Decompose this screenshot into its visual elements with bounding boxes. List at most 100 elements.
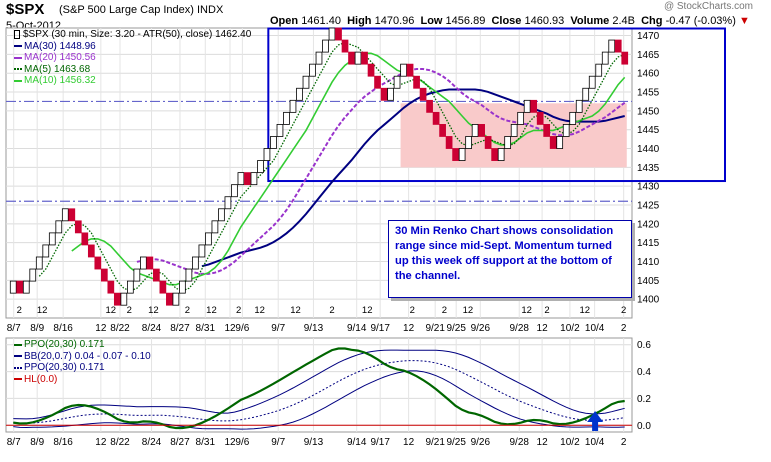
ind-x-tick-label: 9/25 [446, 437, 466, 448]
renko-brick-up [126, 280, 134, 294]
x-tick-label: 9/6 [235, 323, 249, 334]
x-tick-label-top: 2 [410, 305, 415, 316]
x-tick-label: 12 [95, 323, 107, 334]
bb-lower-line [13, 370, 625, 430]
renko-brick-up [322, 39, 329, 53]
y-tick-label: 1470 [637, 31, 660, 42]
x-tick-label-top: 2 [442, 305, 447, 316]
down-arrow-icon: ▼ [738, 15, 750, 27]
volume-value: 2.4B [612, 15, 635, 27]
x-tick-label-top: 12 [37, 305, 48, 316]
renko-brick-down [484, 136, 492, 149]
x-tick-label-top: 12 [362, 305, 373, 316]
legend-label: MA(10) 1456.32 [24, 75, 96, 86]
renko-brick-up [302, 75, 310, 89]
renko-brick-up [569, 111, 577, 125]
renko-brick-up [270, 136, 277, 149]
renko-brick-up [237, 172, 245, 186]
ind-x-tick-label: 8/27 [170, 437, 190, 448]
renko-brick-down [432, 111, 440, 125]
renko-brick-down [361, 51, 368, 65]
renko-brick-up [458, 148, 466, 161]
x-tick-label-top: 2 [185, 305, 190, 316]
x-tick-label-top: 12 [254, 305, 265, 316]
renko-brick-down [16, 280, 24, 294]
x-tick-label-top: 2 [17, 305, 22, 316]
renko-brick-down [621, 51, 629, 65]
renko-brick-down [166, 292, 173, 306]
renko-brick-up [497, 148, 505, 161]
renko-brick-up [283, 111, 290, 125]
open-value: 1461.40 [301, 15, 341, 27]
ind-x-tick-label: 8/22 [110, 437, 130, 448]
renko-brick-up [523, 99, 531, 113]
y-tick-label: 1425 [637, 201, 660, 212]
x-tick-label: 8/31 [196, 323, 216, 334]
legend-swatch [14, 45, 22, 48]
renko-brick-up [465, 136, 472, 149]
ind-y-tick-label: 0.4 [637, 367, 651, 378]
x-tick-label: 9/25 [446, 323, 466, 334]
legend-swatch [14, 56, 22, 59]
legend-entry: MA(5) 1463.68 [14, 64, 251, 76]
renko-brick-up [400, 63, 407, 77]
renko-brick-up [588, 75, 596, 89]
ind-x-tick-label: 8/9 [30, 437, 44, 448]
renko-brick-down [341, 39, 349, 53]
x-tick-label: 9/13 [304, 323, 324, 334]
renko-brick-down [68, 208, 76, 222]
renko-brick-down [335, 27, 342, 41]
legend-swatch [14, 68, 22, 71]
indicator-panel-frame [5, 337, 633, 433]
indicator-legend: PPO(20,30) 0.171 BB(20,0.7) 0.04 - 0.07 -… [14, 339, 151, 385]
chart-header: $SPX (S&P 500 Large Cap Index) INDX 5-Oc… [0, 0, 771, 40]
ind-x-tick-label: 10/4 [585, 437, 605, 448]
renko-brick-up [205, 232, 212, 246]
quote-line: Open 1461.40 High 1470.96 Low 1456.89 Cl… [270, 15, 750, 27]
high-label: High [347, 15, 372, 27]
renko-brick-down [543, 124, 551, 137]
x-tick-label-top: 2 [329, 305, 334, 316]
open-label: Open [270, 15, 299, 27]
ind-x-tick-label: 10/2 [560, 437, 580, 448]
renko-brick-down [426, 99, 433, 113]
y-tick-label: 1415 [637, 238, 660, 249]
legend-swatch [14, 79, 22, 82]
renko-brick-up [35, 256, 43, 270]
renko-brick-up [48, 232, 56, 246]
renko-brick-down [153, 268, 160, 282]
renko-brick-up [61, 208, 69, 222]
legend-label: MA(20) 1450.56 [24, 52, 96, 63]
renko-brick-up [296, 87, 303, 101]
x-tick-label: 9/14 [347, 323, 367, 334]
renko-brick-down [530, 99, 538, 113]
ind-x-tick-label: 2 [621, 437, 627, 448]
legend-entry: HL(0.0) [14, 374, 151, 386]
x-tick-label: 9/17 [370, 323, 390, 334]
legend-swatch [14, 355, 22, 358]
renko-brick-up [224, 196, 232, 210]
y-tick-label: 1405 [637, 276, 660, 287]
renko-brick-up [328, 27, 336, 41]
ind-x-tick-label: 12 [403, 437, 415, 448]
x-tick-label: 12 [403, 323, 415, 334]
ind-x-tick-label: 9/7 [271, 437, 285, 448]
renko-brick-up [608, 39, 616, 53]
x-tick-label-top: 12 [521, 305, 532, 316]
symbol: $SPX [6, 1, 45, 18]
renko-brick-up [556, 136, 564, 149]
legend-entry: $SPX (30 min, Size: 3.20 - ATR(50), clos… [14, 29, 251, 41]
renko-brick-up [29, 268, 37, 282]
ind-x-tick-label: 9/28 [509, 437, 529, 448]
renko-brick-down [87, 244, 95, 258]
renko-brick-up [276, 124, 284, 137]
renko-brick-up [582, 87, 590, 101]
renko-brick-up [133, 268, 141, 282]
renko-brick-up [22, 280, 30, 294]
renko-brick-down [406, 63, 414, 77]
ind-x-tick-label: 9/17 [370, 437, 390, 448]
renko-brick-up [471, 124, 479, 137]
renko-brick-down [159, 280, 167, 294]
ind-x-tick-label: 9/26 [471, 437, 491, 448]
legend-entry: MA(10) 1456.32 [14, 75, 251, 87]
